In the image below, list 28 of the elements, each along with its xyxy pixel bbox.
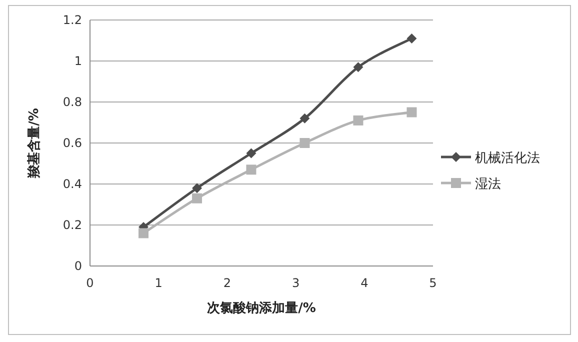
y-tick-label: 0.4 xyxy=(62,177,82,191)
x-tick-label: 0 xyxy=(86,276,94,290)
y-tick-label: 0.6 xyxy=(62,136,82,150)
x-tick-label: 2 xyxy=(223,276,232,290)
point xyxy=(192,183,202,194)
x-axis-title: 次氯酸钠添加量/% xyxy=(207,300,316,316)
y-tick-label: 0 xyxy=(74,259,82,273)
x-tick-label: 5 xyxy=(429,276,437,290)
point xyxy=(406,33,417,44)
y-tick-label: 1.2 xyxy=(62,13,82,27)
point xyxy=(246,164,256,175)
y-axis-title: 羧基含量/% xyxy=(26,108,42,179)
point xyxy=(138,228,149,238)
point xyxy=(406,107,417,118)
point xyxy=(353,62,364,72)
x-tick-label: 4 xyxy=(360,276,368,290)
y-tick-label: 0.8 xyxy=(62,95,82,109)
x-tick-label: 1 xyxy=(154,276,162,290)
y-tick-label: 0.2 xyxy=(62,218,82,232)
y-tick-label: 1 xyxy=(74,54,82,68)
point xyxy=(300,138,310,148)
point xyxy=(353,115,364,126)
point xyxy=(192,193,202,204)
x-tick-label: 3 xyxy=(292,276,300,290)
legend-label: 湿法 xyxy=(475,177,501,192)
point xyxy=(246,148,256,158)
legend-label: 机械活化法 xyxy=(475,151,540,166)
point xyxy=(300,113,310,124)
